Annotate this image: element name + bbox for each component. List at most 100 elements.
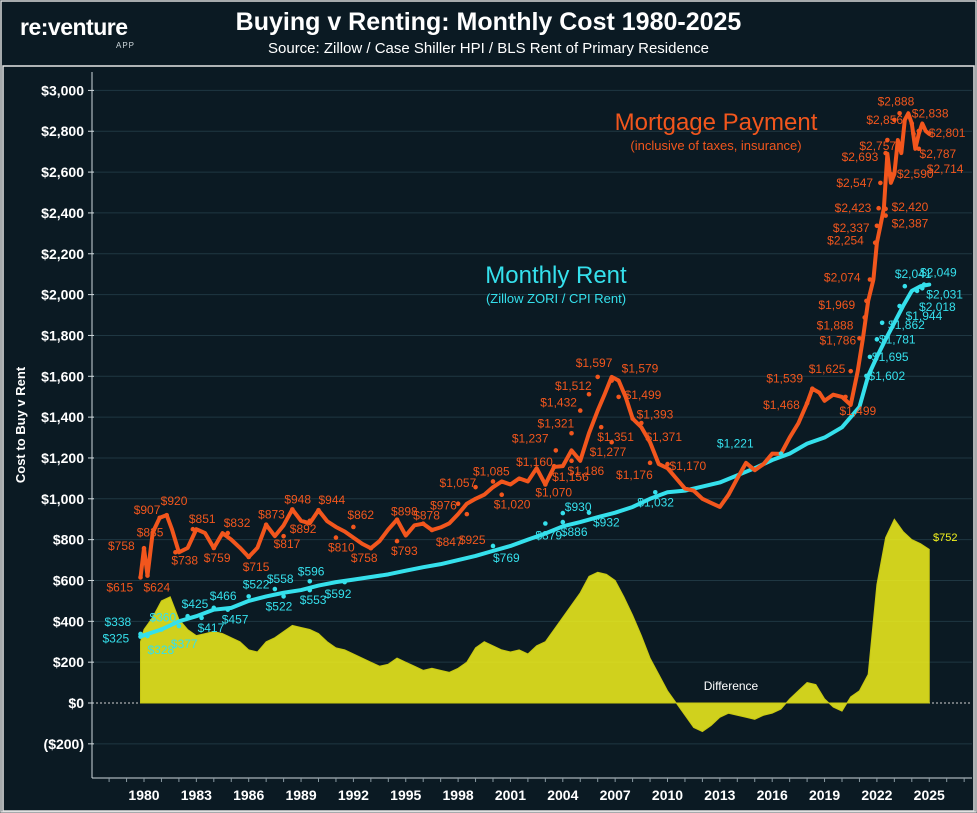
x-tick-label: 2010 (652, 787, 683, 803)
mortgage-data-label: $2,856 (866, 113, 903, 127)
rent-annotation-subtitle: (Zillow ZORI / CPI Rent) (486, 291, 626, 306)
rent-point (145, 633, 150, 639)
x-tick-label: 1989 (285, 787, 316, 803)
mortgage-point (874, 223, 880, 229)
x-tick-label: 2001 (495, 787, 526, 803)
mortgage-data-label: $1,888 (817, 318, 854, 332)
mortgage-point (173, 550, 178, 555)
mortgage-point (843, 394, 848, 400)
mortgage-data-label: $2,547 (836, 176, 873, 190)
mortgage-data-label: $948 (284, 492, 311, 506)
mortgage-data-label: $1,321 (538, 416, 575, 430)
mortgage-point (862, 315, 867, 320)
y-tick-label: $1,800 (41, 327, 84, 343)
mortgage-data-label: $2,714 (927, 162, 964, 176)
mortgage-data-label: $1,468 (763, 398, 800, 412)
y-tick-label: $2,800 (41, 123, 84, 139)
mortgage-data-label: $1,432 (540, 396, 577, 410)
rent-point (307, 587, 313, 593)
mortgage-data-label: $832 (224, 516, 251, 530)
mortgage-data-label: $835 (137, 525, 164, 539)
mortgage-point (307, 518, 313, 524)
rent-series (138, 282, 932, 639)
x-tick-label: 2007 (600, 787, 631, 803)
rent-data-label: $930 (565, 500, 592, 514)
mortgage-point (543, 482, 548, 487)
mortgage-line (138, 111, 932, 580)
y-tick-label: $800 (53, 532, 84, 548)
data-labels: $325 $338 $328 $360 $377 $425 $417 $466 $457 $522… (103, 94, 966, 657)
y-axis: $3,000 $2,800 $2,600 $2,400 $2,200 $2,000 $1,8… (41, 72, 94, 778)
y-tick-label: ($200) (44, 736, 84, 752)
mortgage-data-label: $615 (107, 580, 134, 594)
rent-data-label: $1,221 (717, 437, 754, 451)
mortgage-point (368, 545, 374, 551)
rent-data-label: $2,031 (926, 287, 963, 301)
y-axis-title: Cost to Buy v Rent (13, 366, 28, 483)
x-tick-label: 1992 (338, 787, 369, 803)
mortgage-point (911, 131, 916, 137)
mortgage-point (804, 400, 810, 406)
y-tick-label: $0 (68, 695, 84, 711)
mortgage-data-label: $2,337 (833, 221, 870, 235)
difference-annotation: Difference (704, 679, 759, 693)
mortgage-point (281, 533, 286, 539)
rent-point (211, 605, 217, 611)
mortgage-point (263, 522, 269, 528)
mortgage-data-label: $1,969 (818, 298, 855, 312)
rent-data-label: $1,695 (872, 350, 909, 364)
rent-point (342, 579, 347, 585)
y-tick-label: $400 (53, 613, 84, 629)
rent-data-label: $466 (210, 589, 237, 603)
mortgage-point (211, 545, 217, 551)
mortgage-data-label: $2,757 (859, 139, 896, 153)
mortgage-point (150, 530, 156, 535)
y-tick-label: $200 (53, 654, 84, 670)
x-tick-label: 1986 (233, 787, 264, 803)
mortgage-data-label: $2,801 (929, 126, 966, 140)
mortgage-data-label: $920 (161, 494, 188, 508)
mortgage-point (551, 464, 557, 470)
mortgage-data-label: $907 (134, 503, 161, 517)
mortgage-data-label: $758 (108, 539, 135, 553)
mortgage-point (394, 538, 400, 544)
mortgage-data-label: $2,590 (897, 167, 934, 181)
rent-point (652, 489, 658, 495)
rent-data-label: $886 (561, 525, 588, 539)
mortgage-point (464, 511, 470, 517)
rent-point (867, 354, 873, 360)
mortgage-data-label: $810 (328, 541, 355, 555)
mortgage-point (609, 378, 614, 383)
rent-data-label: $932 (593, 516, 620, 530)
rent-point (176, 623, 182, 629)
mortgage-data-label: $2,387 (892, 217, 929, 231)
difference-area (140, 518, 930, 733)
rent-point (919, 285, 925, 291)
rent-point (560, 519, 566, 525)
mortgage-point (569, 430, 574, 436)
x-tick-label: 2022 (861, 787, 892, 803)
rent-data-label: $1,602 (868, 369, 905, 383)
mortgage-data-label: $1,786 (819, 333, 856, 347)
mortgage-point (883, 206, 888, 212)
rent-point (138, 631, 143, 637)
mortgage-point (316, 507, 321, 513)
mortgage-point (647, 460, 653, 466)
mortgage-data-label: $2,254 (827, 234, 864, 248)
mortgage-point (290, 507, 295, 512)
mortgage-data-label: $817 (274, 537, 301, 551)
rent-point (902, 283, 908, 289)
mortgage-point (630, 416, 635, 421)
mortgage-point (473, 484, 478, 490)
rent-data-label: $457 (222, 613, 249, 627)
mortgage-series (138, 111, 932, 580)
rent-data-label: $1,862 (888, 318, 925, 332)
rent-point (281, 594, 286, 599)
x-tick-label: 1980 (128, 787, 159, 803)
mortgage-data-label: $1,625 (809, 362, 846, 376)
mortgage-data-label: $738 (171, 553, 198, 567)
difference-fill (140, 518, 930, 733)
rent-data-label: $522 (266, 599, 293, 613)
mortgage-point (225, 530, 231, 536)
rent-point (879, 320, 885, 326)
